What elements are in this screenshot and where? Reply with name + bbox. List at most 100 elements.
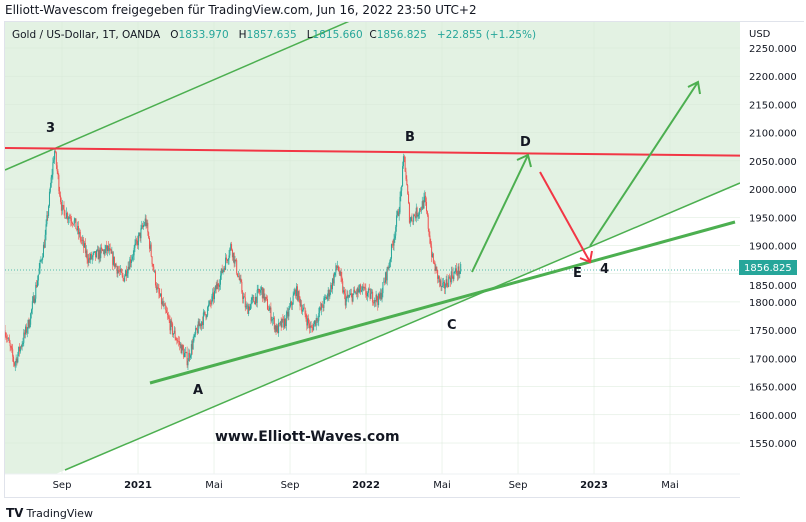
candle-body: [458, 266, 460, 275]
candle-body: [304, 307, 306, 315]
candle-body: [392, 244, 394, 246]
candle-body: [256, 289, 258, 303]
candle-body: [40, 260, 42, 261]
candle-body: [65, 218, 67, 219]
candle-body: [311, 327, 313, 328]
y-tick-label: 1950.000: [749, 213, 797, 224]
candle-body: [335, 265, 337, 273]
candle-body: [257, 289, 259, 290]
candle-body: [14, 362, 16, 366]
candle-body: [50, 177, 52, 187]
candle-body: [321, 303, 323, 308]
candle-body: [140, 228, 142, 239]
candle-body: [160, 293, 162, 297]
candle-body: [102, 250, 104, 251]
y-tick-label: 1700.000: [749, 354, 797, 365]
candle-body: [25, 326, 27, 335]
candle-body: [270, 307, 272, 321]
candle-body: [68, 217, 70, 219]
candle-body: [76, 229, 78, 231]
candle-body: [339, 271, 341, 275]
candle-body: [251, 297, 253, 301]
channel-fill: [5, 22, 740, 474]
candle-body: [224, 267, 226, 270]
candle-body: [446, 279, 448, 286]
candle-body: [291, 304, 293, 306]
candle-body: [378, 293, 380, 306]
candle-body: [390, 258, 392, 262]
candle-body: [210, 303, 212, 305]
candle-body: [372, 291, 374, 303]
candle-body: [360, 284, 362, 292]
x-tick-label: Mai: [661, 480, 679, 491]
candle-body: [149, 244, 151, 249]
candle-body: [364, 287, 366, 289]
candle-body: [398, 212, 400, 216]
candle-body: [269, 307, 271, 310]
symbol-name[interactable]: Gold / US-Dollar, 1T, OANDA: [12, 29, 161, 41]
candle-body: [227, 259, 229, 261]
candle-body: [443, 281, 445, 283]
candle-body: [154, 271, 156, 286]
candle-body: [100, 247, 102, 259]
candle-body: [383, 281, 385, 283]
candle-body: [172, 333, 174, 335]
candle-body: [294, 289, 296, 294]
y-tick-label: 1650.000: [749, 383, 797, 394]
candle-body: [168, 317, 170, 321]
candle-body: [449, 277, 451, 283]
candle-body: [359, 284, 361, 290]
candle-body: [242, 292, 244, 299]
change-value: +22.855 (+1.25%): [436, 29, 537, 41]
x-tick-label: Sep: [509, 480, 528, 491]
candle-body: [290, 301, 292, 306]
candle-body: [212, 292, 214, 297]
candle-body: [301, 304, 303, 312]
candle-body: [278, 322, 280, 324]
candle-body: [395, 226, 397, 236]
candle-body: [143, 224, 145, 226]
candle-body: [44, 234, 46, 248]
candle-body: [55, 152, 57, 166]
candle-body: [131, 259, 133, 263]
candle-body: [325, 297, 327, 298]
candle-body: [209, 301, 211, 304]
candle-body: [199, 323, 201, 327]
tradingview-logo[interactable]: TV TradingView: [6, 506, 93, 520]
candle-body: [314, 320, 316, 325]
candle-body: [442, 282, 444, 287]
candle-body: [118, 270, 120, 272]
candle-body: [307, 318, 309, 326]
candle-body: [249, 306, 251, 310]
candle-body: [252, 297, 254, 298]
candle-body: [308, 318, 310, 324]
candle-body: [213, 292, 215, 300]
candle-body: [132, 255, 134, 257]
candle-body: [417, 214, 419, 217]
candle-body: [338, 271, 340, 275]
candle-body: [156, 287, 158, 290]
candle-body: [198, 321, 200, 327]
candle-body: [238, 276, 240, 280]
candle-body: [407, 185, 409, 194]
candle-body: [296, 286, 298, 297]
y-tick-label: 1900.000: [749, 242, 797, 253]
candle-body: [127, 266, 129, 274]
candle-body: [422, 201, 424, 209]
candle-body: [356, 288, 358, 295]
candle-body: [297, 291, 299, 301]
candle-body: [357, 288, 359, 293]
candle-body: [63, 205, 65, 211]
candle-body: [245, 306, 247, 308]
candle-body: [247, 305, 249, 314]
candle-body: [137, 240, 139, 246]
candle-body: [173, 330, 175, 334]
candle-body: [125, 270, 127, 277]
candle-body: [230, 244, 232, 249]
candle-body: [29, 324, 31, 328]
candle-body: [295, 289, 297, 297]
candle-body: [218, 286, 220, 287]
candle-body: [340, 271, 342, 277]
candle-body: [274, 325, 276, 330]
